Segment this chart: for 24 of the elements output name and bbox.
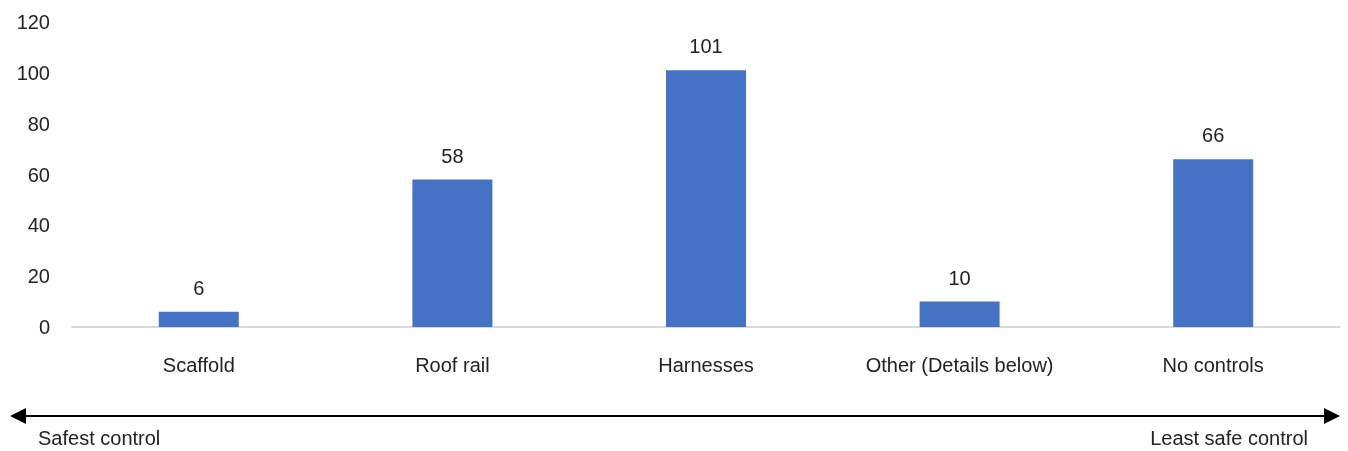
bar <box>919 301 1000 327</box>
data-label: 58 <box>441 144 464 167</box>
y-tick-label: 40 <box>27 214 50 237</box>
bar <box>1173 159 1254 327</box>
x-tick-label: Roof rail <box>415 354 490 376</box>
y-tick-label: 80 <box>27 112 50 135</box>
x-tick-label: Harnesses <box>658 354 754 376</box>
y-tick-label: 100 <box>16 61 50 84</box>
data-label: 101 <box>689 35 723 58</box>
x-tick-label: Other (Details below) <box>865 354 1054 376</box>
text: Least safe control <box>1150 427 1308 449</box>
x-tick-label: Scaffold <box>162 354 235 376</box>
y-tick-label: 60 <box>27 163 50 186</box>
x-tick-label: No controls <box>1162 354 1264 376</box>
y-tick-label: 0 <box>38 316 50 338</box>
bar <box>412 179 493 327</box>
bar <box>158 311 239 327</box>
text: Safest control <box>38 427 161 449</box>
bar <box>666 70 746 327</box>
data-label: 10 <box>948 266 971 289</box>
y-tick-label: 120 <box>16 11 50 33</box>
y-tick-label: 20 <box>27 265 50 288</box>
data-label: 66 <box>1202 124 1225 147</box>
data-label: 6 <box>193 276 205 299</box>
